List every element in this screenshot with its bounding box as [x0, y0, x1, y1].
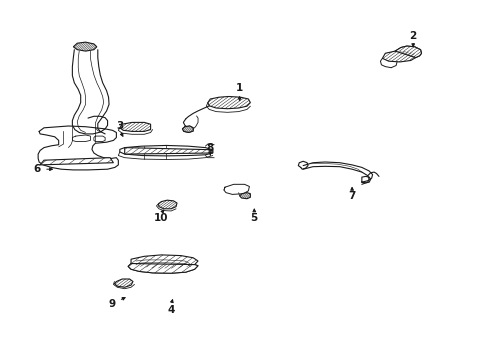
PathPatch shape — [120, 122, 150, 131]
Text: 10: 10 — [154, 213, 168, 223]
Text: 7: 7 — [347, 191, 355, 201]
PathPatch shape — [124, 148, 212, 154]
PathPatch shape — [40, 158, 113, 165]
PathPatch shape — [182, 126, 193, 132]
PathPatch shape — [114, 279, 133, 287]
PathPatch shape — [131, 255, 198, 269]
Text: 2: 2 — [409, 31, 416, 41]
PathPatch shape — [382, 51, 415, 62]
PathPatch shape — [239, 193, 250, 199]
Text: 3: 3 — [116, 121, 123, 131]
Text: 4: 4 — [167, 305, 175, 315]
Text: 8: 8 — [206, 143, 213, 153]
Text: 9: 9 — [109, 299, 116, 309]
Text: 6: 6 — [33, 164, 40, 174]
PathPatch shape — [207, 96, 250, 109]
PathPatch shape — [128, 264, 198, 273]
PathPatch shape — [73, 42, 97, 51]
PathPatch shape — [158, 200, 177, 209]
PathPatch shape — [394, 46, 421, 58]
Text: 1: 1 — [236, 83, 243, 93]
Text: 5: 5 — [250, 213, 257, 223]
